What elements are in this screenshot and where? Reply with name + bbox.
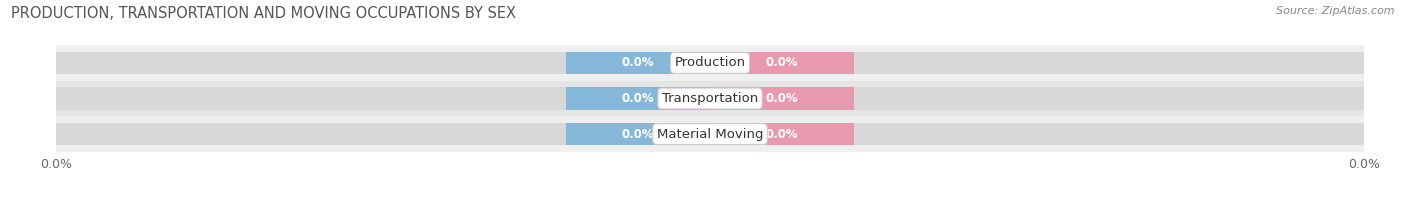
Text: Source: ZipAtlas.com: Source: ZipAtlas.com — [1277, 6, 1395, 16]
Text: 0.0%: 0.0% — [766, 56, 799, 69]
Text: PRODUCTION, TRANSPORTATION AND MOVING OCCUPATIONS BY SEX: PRODUCTION, TRANSPORTATION AND MOVING OC… — [11, 6, 516, 21]
Text: Production: Production — [675, 56, 745, 69]
Bar — [56, 123, 1364, 145]
Text: 0.0%: 0.0% — [621, 56, 654, 69]
Bar — [56, 45, 1364, 81]
Text: 0.0%: 0.0% — [766, 128, 799, 141]
Text: 0.0%: 0.0% — [621, 128, 654, 141]
Text: Transportation: Transportation — [662, 92, 758, 105]
Bar — [56, 52, 1364, 74]
Bar — [56, 116, 1364, 152]
Bar — [710, 87, 853, 110]
Bar — [567, 123, 710, 145]
Bar — [567, 52, 710, 74]
Text: 0.0%: 0.0% — [766, 92, 799, 105]
Bar — [567, 87, 710, 110]
Bar — [56, 81, 1364, 116]
Text: 0.0%: 0.0% — [621, 92, 654, 105]
Bar — [56, 87, 1364, 110]
Text: Material Moving: Material Moving — [657, 128, 763, 141]
Bar — [710, 123, 853, 145]
Bar — [710, 52, 853, 74]
